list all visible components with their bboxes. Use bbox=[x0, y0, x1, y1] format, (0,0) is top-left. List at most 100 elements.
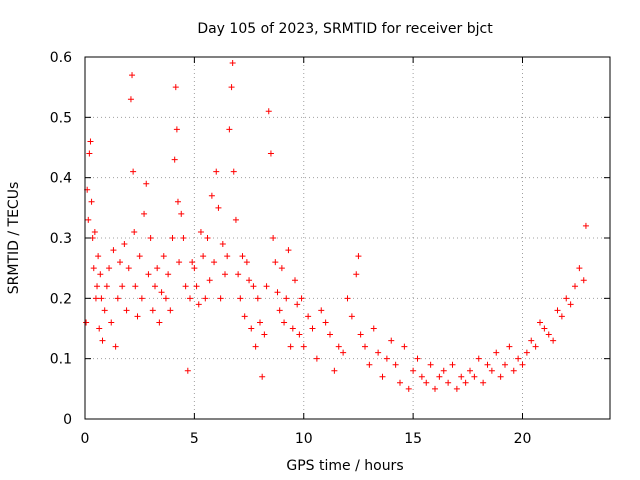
data-point bbox=[471, 373, 478, 380]
data-point bbox=[567, 301, 574, 308]
data-point bbox=[300, 343, 307, 350]
data-point bbox=[162, 295, 169, 302]
data-point bbox=[475, 355, 482, 362]
data-point bbox=[239, 253, 246, 260]
data-point bbox=[119, 283, 126, 290]
data-point bbox=[171, 156, 178, 163]
data-point bbox=[502, 361, 508, 368]
x-tick-label: 15 bbox=[404, 431, 422, 447]
data-point bbox=[176, 259, 183, 266]
data-point bbox=[110, 247, 117, 254]
data-point bbox=[94, 283, 101, 290]
data-point bbox=[211, 259, 218, 266]
data-point bbox=[182, 283, 189, 290]
data-point bbox=[305, 313, 312, 320]
data-point bbox=[90, 265, 97, 272]
data-point bbox=[187, 295, 193, 302]
data-point bbox=[410, 367, 417, 374]
data-point bbox=[202, 295, 209, 302]
data-point bbox=[397, 379, 403, 386]
data-point bbox=[112, 343, 119, 350]
data-point bbox=[200, 253, 207, 260]
data-point bbox=[383, 355, 390, 362]
data-point bbox=[519, 361, 526, 368]
data-point bbox=[270, 235, 277, 241]
data-point bbox=[85, 216, 92, 223]
y-tick-label: 0 bbox=[63, 412, 72, 428]
data-point bbox=[506, 343, 513, 350]
data-point bbox=[138, 295, 145, 302]
data-point bbox=[172, 84, 179, 91]
data-point bbox=[83, 319, 90, 326]
data-point bbox=[252, 343, 259, 350]
data-point bbox=[572, 283, 578, 290]
y-axis-label: SRMTID / TECUs bbox=[6, 182, 22, 295]
data-point bbox=[458, 373, 465, 380]
data-point bbox=[219, 241, 226, 248]
data-point bbox=[355, 253, 362, 260]
data-point bbox=[418, 373, 425, 380]
data-point bbox=[576, 265, 583, 272]
data-point bbox=[91, 228, 98, 235]
data-point bbox=[197, 228, 204, 235]
data-point bbox=[131, 228, 138, 235]
data-point bbox=[169, 235, 176, 241]
data-point bbox=[322, 319, 329, 326]
data-point bbox=[129, 72, 136, 79]
data-point bbox=[208, 192, 215, 199]
data-point bbox=[248, 325, 255, 332]
data-point bbox=[117, 259, 123, 266]
data-point bbox=[259, 373, 266, 380]
data-point bbox=[217, 295, 224, 302]
data-point bbox=[97, 271, 104, 278]
data-point bbox=[156, 319, 163, 326]
x-tick-label: 0 bbox=[81, 431, 90, 447]
data-point bbox=[453, 385, 460, 392]
data-point bbox=[467, 367, 473, 374]
data-point bbox=[276, 307, 283, 314]
data-point bbox=[353, 271, 360, 278]
data-point bbox=[149, 307, 156, 314]
data-point bbox=[278, 265, 285, 272]
data-point bbox=[263, 283, 270, 290]
data-point bbox=[108, 319, 115, 326]
data-point bbox=[582, 222, 589, 229]
data-point bbox=[195, 301, 202, 308]
data-point bbox=[101, 307, 108, 314]
data-point bbox=[318, 307, 325, 314]
data-point bbox=[515, 355, 522, 362]
data-point bbox=[294, 301, 301, 308]
data-point bbox=[484, 361, 491, 368]
data-point bbox=[114, 295, 121, 302]
data-point bbox=[327, 331, 333, 338]
data-point bbox=[254, 295, 261, 302]
data-point bbox=[375, 349, 382, 356]
data-point bbox=[563, 295, 570, 302]
data-point bbox=[414, 355, 421, 362]
data-point bbox=[427, 361, 434, 368]
data-point bbox=[204, 235, 211, 241]
data-point bbox=[189, 259, 196, 266]
data-point bbox=[541, 325, 548, 332]
data-point bbox=[158, 289, 165, 296]
data-point bbox=[106, 265, 113, 272]
data-point bbox=[283, 295, 290, 302]
data-point bbox=[313, 355, 320, 362]
data-point bbox=[237, 295, 244, 302]
data-point bbox=[292, 277, 298, 284]
data-point bbox=[206, 277, 213, 284]
data-point bbox=[132, 283, 139, 290]
data-point bbox=[246, 277, 253, 284]
data-point bbox=[348, 313, 355, 320]
chart-title: Day 105 of 2023, SRMTID for receiver bjc… bbox=[197, 21, 493, 37]
data-point bbox=[167, 307, 174, 314]
data-point bbox=[257, 319, 263, 326]
data-point bbox=[272, 259, 279, 266]
data-point bbox=[392, 361, 399, 368]
data-point bbox=[401, 343, 408, 350]
data-point bbox=[440, 367, 447, 374]
data-point bbox=[462, 379, 469, 386]
data-point bbox=[154, 265, 161, 272]
data-point bbox=[226, 126, 233, 133]
data-point bbox=[436, 373, 443, 380]
